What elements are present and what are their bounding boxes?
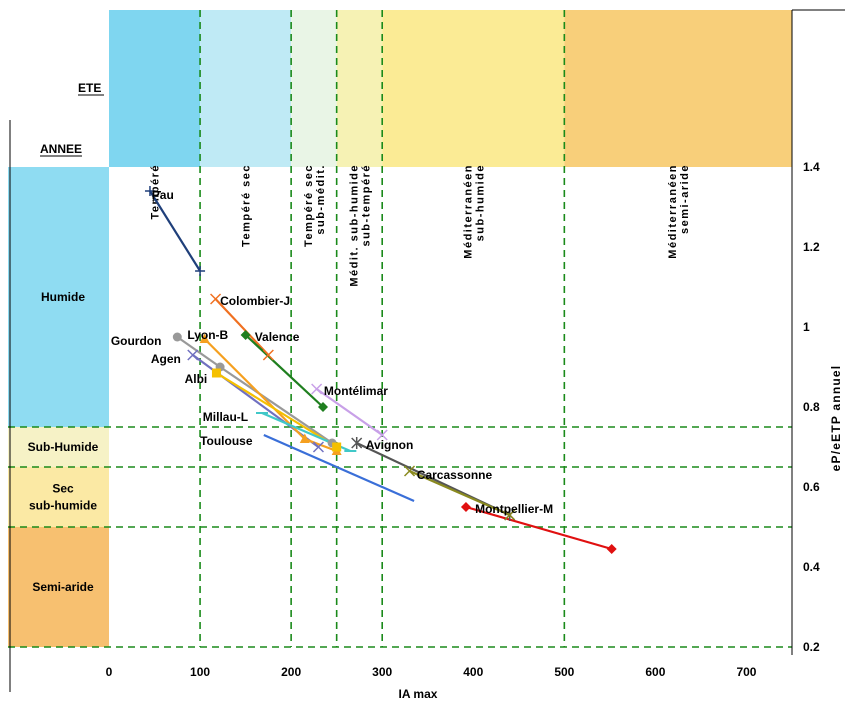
city-label-avignon: Avignon <box>366 438 414 452</box>
x-axis-title: IA max <box>399 687 438 701</box>
column-headers: Tempéré Tempéré sec Tempéré sec sub-médit. M… <box>150 164 692 287</box>
city-label-gourdon: Gourdon <box>111 334 162 348</box>
x-axis-ticks: 0 100 200 300 400 500 600 700 <box>106 665 757 679</box>
marker-montpellier-m-0 <box>460 502 471 512</box>
y-tick-label-1: 1 <box>803 320 810 334</box>
zone-gridlines <box>8 10 792 648</box>
y-tick-label-1-4: 1.4 <box>803 160 820 174</box>
row-label-2-1: sub-humide <box>29 499 97 513</box>
ete-label: ETE <box>78 81 101 95</box>
series-line-colombier-j <box>214 298 270 356</box>
header-labels: ETE ANNEE <box>40 81 104 157</box>
series-markers <box>144 186 617 554</box>
column-zone-0 <box>109 10 201 167</box>
city-label-colombier-j: Colombier-J <box>220 294 290 308</box>
row-label-1-0: Sub-Humide <box>28 440 99 454</box>
marker-albi-0 <box>211 368 221 378</box>
series-line-montpellier-m <box>465 505 612 551</box>
series-lines <box>149 190 612 551</box>
row-zone-1 <box>8 427 109 467</box>
city-label-carcassonne: Carcassonne <box>417 468 493 482</box>
column-zone-4 <box>382 10 565 167</box>
marker-pau-1 <box>195 266 206 276</box>
x-tick-label-500: 500 <box>554 665 574 679</box>
city-label-toulouse: Toulouse <box>200 434 253 448</box>
marker-carcassonne-0 <box>403 465 416 477</box>
x-tick-label-600: 600 <box>645 665 665 679</box>
marker-agen-0 <box>187 349 199 361</box>
y-tick-label-0-4: 0.4 <box>803 560 820 574</box>
x-tick-label-400: 400 <box>463 665 483 679</box>
marker-albi-1 <box>332 442 342 452</box>
series-line-valence <box>244 334 324 408</box>
y-tick-label-0-8: 0.8 <box>803 400 820 414</box>
row-zone-0 <box>8 167 109 427</box>
city-label-valence: Valence <box>255 330 300 344</box>
plot-frame <box>9 9 845 692</box>
column-zone-2 <box>291 10 337 167</box>
row-label-3-0: Semi-aride <box>32 580 94 594</box>
column-header-1-0: Tempéré sec <box>241 164 253 247</box>
marker-avignon-0 <box>351 437 363 449</box>
x-tick-label-0: 0 <box>106 665 113 679</box>
marker-valence-0 <box>240 330 251 340</box>
row-labels: Humide Sub-Humide Sec sub-humide Semi-aride <box>28 290 99 594</box>
marker-montelimar-0 <box>311 383 323 395</box>
y-axis-ticks: 0.2 0.4 0.6 0.8 1 1.2 1.4 <box>803 160 820 654</box>
marker-agen-1 <box>312 441 324 453</box>
marker-colombier-j-1 <box>262 349 274 361</box>
column-header-2-0: Tempéré sec <box>303 164 315 247</box>
marker-colombier-j-0 <box>210 293 222 305</box>
column-header-3-0: Médit. sub-humide <box>348 164 360 287</box>
series-line-albi <box>215 372 338 448</box>
column-header-5-1: semi-aride <box>679 164 691 234</box>
marker-pau-0 <box>144 186 155 196</box>
marker-lyon-b-0 <box>199 333 210 343</box>
row-zone-2 <box>8 467 109 527</box>
series-line-montelimar <box>316 388 383 436</box>
row-label-0-0: Humide <box>41 290 85 304</box>
marker-valence-1 <box>318 402 329 412</box>
x-tick-label-200: 200 <box>281 665 301 679</box>
y-tick-label-0-6: 0.6 <box>803 480 820 494</box>
column-header-4-1: sub-humide <box>474 164 486 241</box>
x-tick-label-300: 300 <box>372 665 392 679</box>
x-tick-label-100: 100 <box>190 665 210 679</box>
city-label-albi: Albi <box>185 372 208 386</box>
y-tick-label-1-2: 1.2 <box>803 240 820 254</box>
column-header-2-1: sub-médit. <box>315 164 327 235</box>
marker-gourdon-0 <box>172 332 182 342</box>
marker-montpellier-m-1 <box>606 544 617 554</box>
city-label-millau-l: Millau-L <box>203 410 248 424</box>
city-label-montelimar: Montélimar <box>324 384 388 398</box>
y-axis-title: eP/eETP annuel <box>829 365 843 472</box>
column-zone-3 <box>336 10 383 167</box>
row-zone-3 <box>8 527 109 647</box>
city-label-agen: Agen <box>151 352 181 366</box>
city-label-montpellier-m: Montpellier-M <box>475 502 553 516</box>
series-line-pau <box>149 190 201 272</box>
column-zone-5 <box>564 10 792 167</box>
series-line-carcassonne <box>409 469 511 517</box>
series-line-toulouse <box>263 433 415 503</box>
x-tick-label-700: 700 <box>736 665 756 679</box>
column-header-3-1: sub-tempéré <box>360 164 372 247</box>
marker-montelimar-1 <box>376 429 388 441</box>
city-label-pau: Pau <box>152 188 174 202</box>
annee-label: ANNEE <box>40 142 82 156</box>
city-labels: Pau Colombier-J Valence Gourdon Lyon-B Agen Al… <box>111 188 553 516</box>
column-header-4-0: Méditerranéen <box>462 164 474 259</box>
column-zone-1 <box>200 10 292 167</box>
y-tick-label-0-2: 0.2 <box>803 640 820 654</box>
marker-lyon-b-1 <box>299 433 310 443</box>
marker-carcassonne-1 <box>504 509 516 521</box>
zone-backgrounds <box>8 10 792 647</box>
city-label-lyon-b: Lyon-B <box>187 328 228 342</box>
row-label-2-0: Sec <box>52 482 74 496</box>
column-header-5-0: Méditerranéen <box>667 164 679 259</box>
